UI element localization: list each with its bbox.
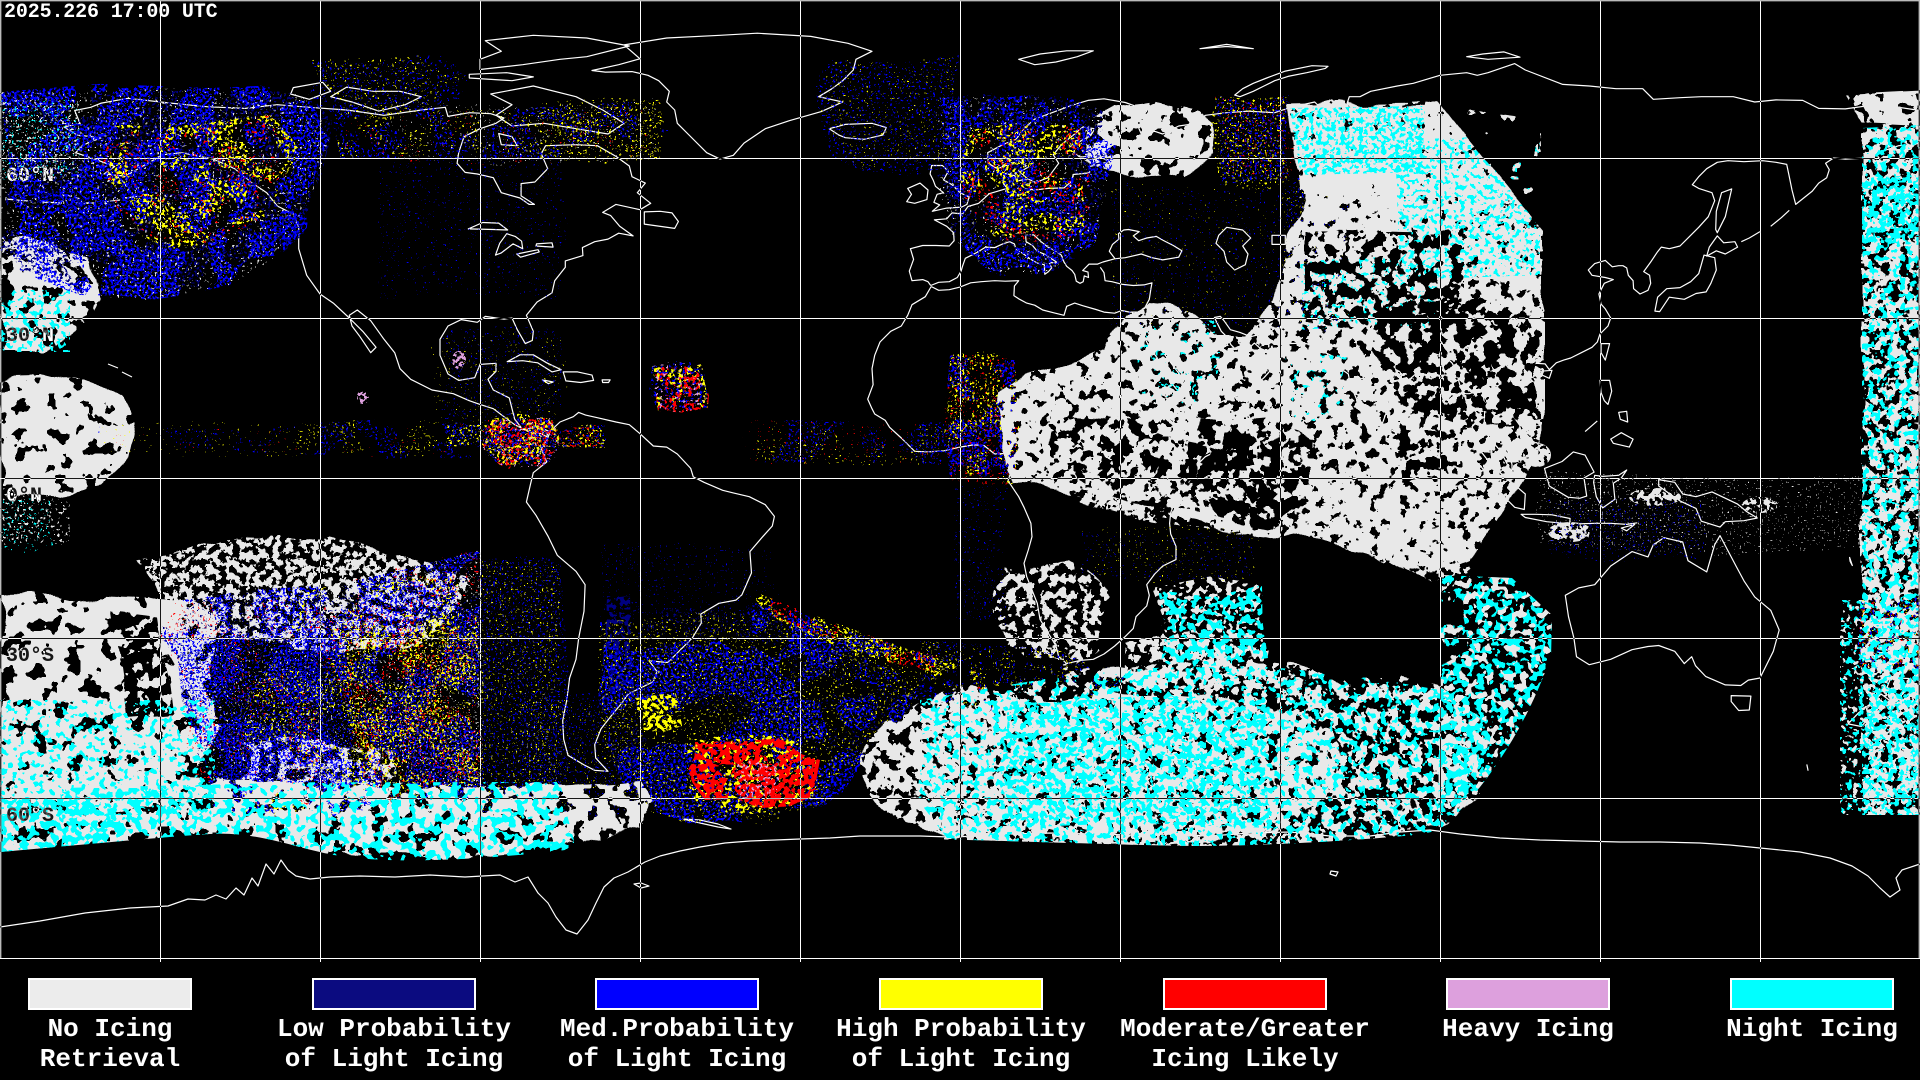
svg-text:2025.226 17:00 UTC: 2025.226 17:00 UTC <box>4 1 218 24</box>
svg-text:of Light Icing: of Light Icing <box>852 1044 1070 1074</box>
svg-text:60°N: 60°N <box>6 165 54 188</box>
svg-text:60°S: 60°S <box>6 805 54 828</box>
svg-text:30°S: 30°S <box>6 645 54 668</box>
svg-text:of Light Icing: of Light Icing <box>568 1044 786 1074</box>
svg-text:of Light Icing: of Light Icing <box>285 1044 503 1074</box>
svg-text:Moderate/Greater: Moderate/Greater <box>1120 1014 1370 1044</box>
svg-text:Retrieval: Retrieval <box>40 1044 180 1074</box>
svg-text:Low Probability: Low Probability <box>277 1014 511 1044</box>
svg-text:No Icing: No Icing <box>48 1014 173 1044</box>
svg-text:30°N: 30°N <box>6 325 54 348</box>
svg-text:30°S: 30°S <box>6 645 54 668</box>
svg-text:Heavy Icing: Heavy Icing <box>1442 1014 1614 1044</box>
svg-text:60°S: 60°S <box>6 805 54 828</box>
svg-text:Night Icing: Night Icing <box>1726 1014 1898 1044</box>
svg-text:2025.226 17:00 UTC: 2025.226 17:00 UTC <box>4 1 218 24</box>
svg-text:60°N: 60°N <box>6 165 54 188</box>
svg-text:0°N: 0°N <box>6 485 42 508</box>
svg-text:Med.Probability: Med.Probability <box>560 1014 794 1044</box>
svg-text:Icing Likely: Icing Likely <box>1151 1044 1339 1074</box>
svg-text:0°N: 0°N <box>6 485 42 508</box>
svg-text:30°N: 30°N <box>6 325 54 348</box>
svg-text:High Probability: High Probability <box>836 1014 1086 1044</box>
